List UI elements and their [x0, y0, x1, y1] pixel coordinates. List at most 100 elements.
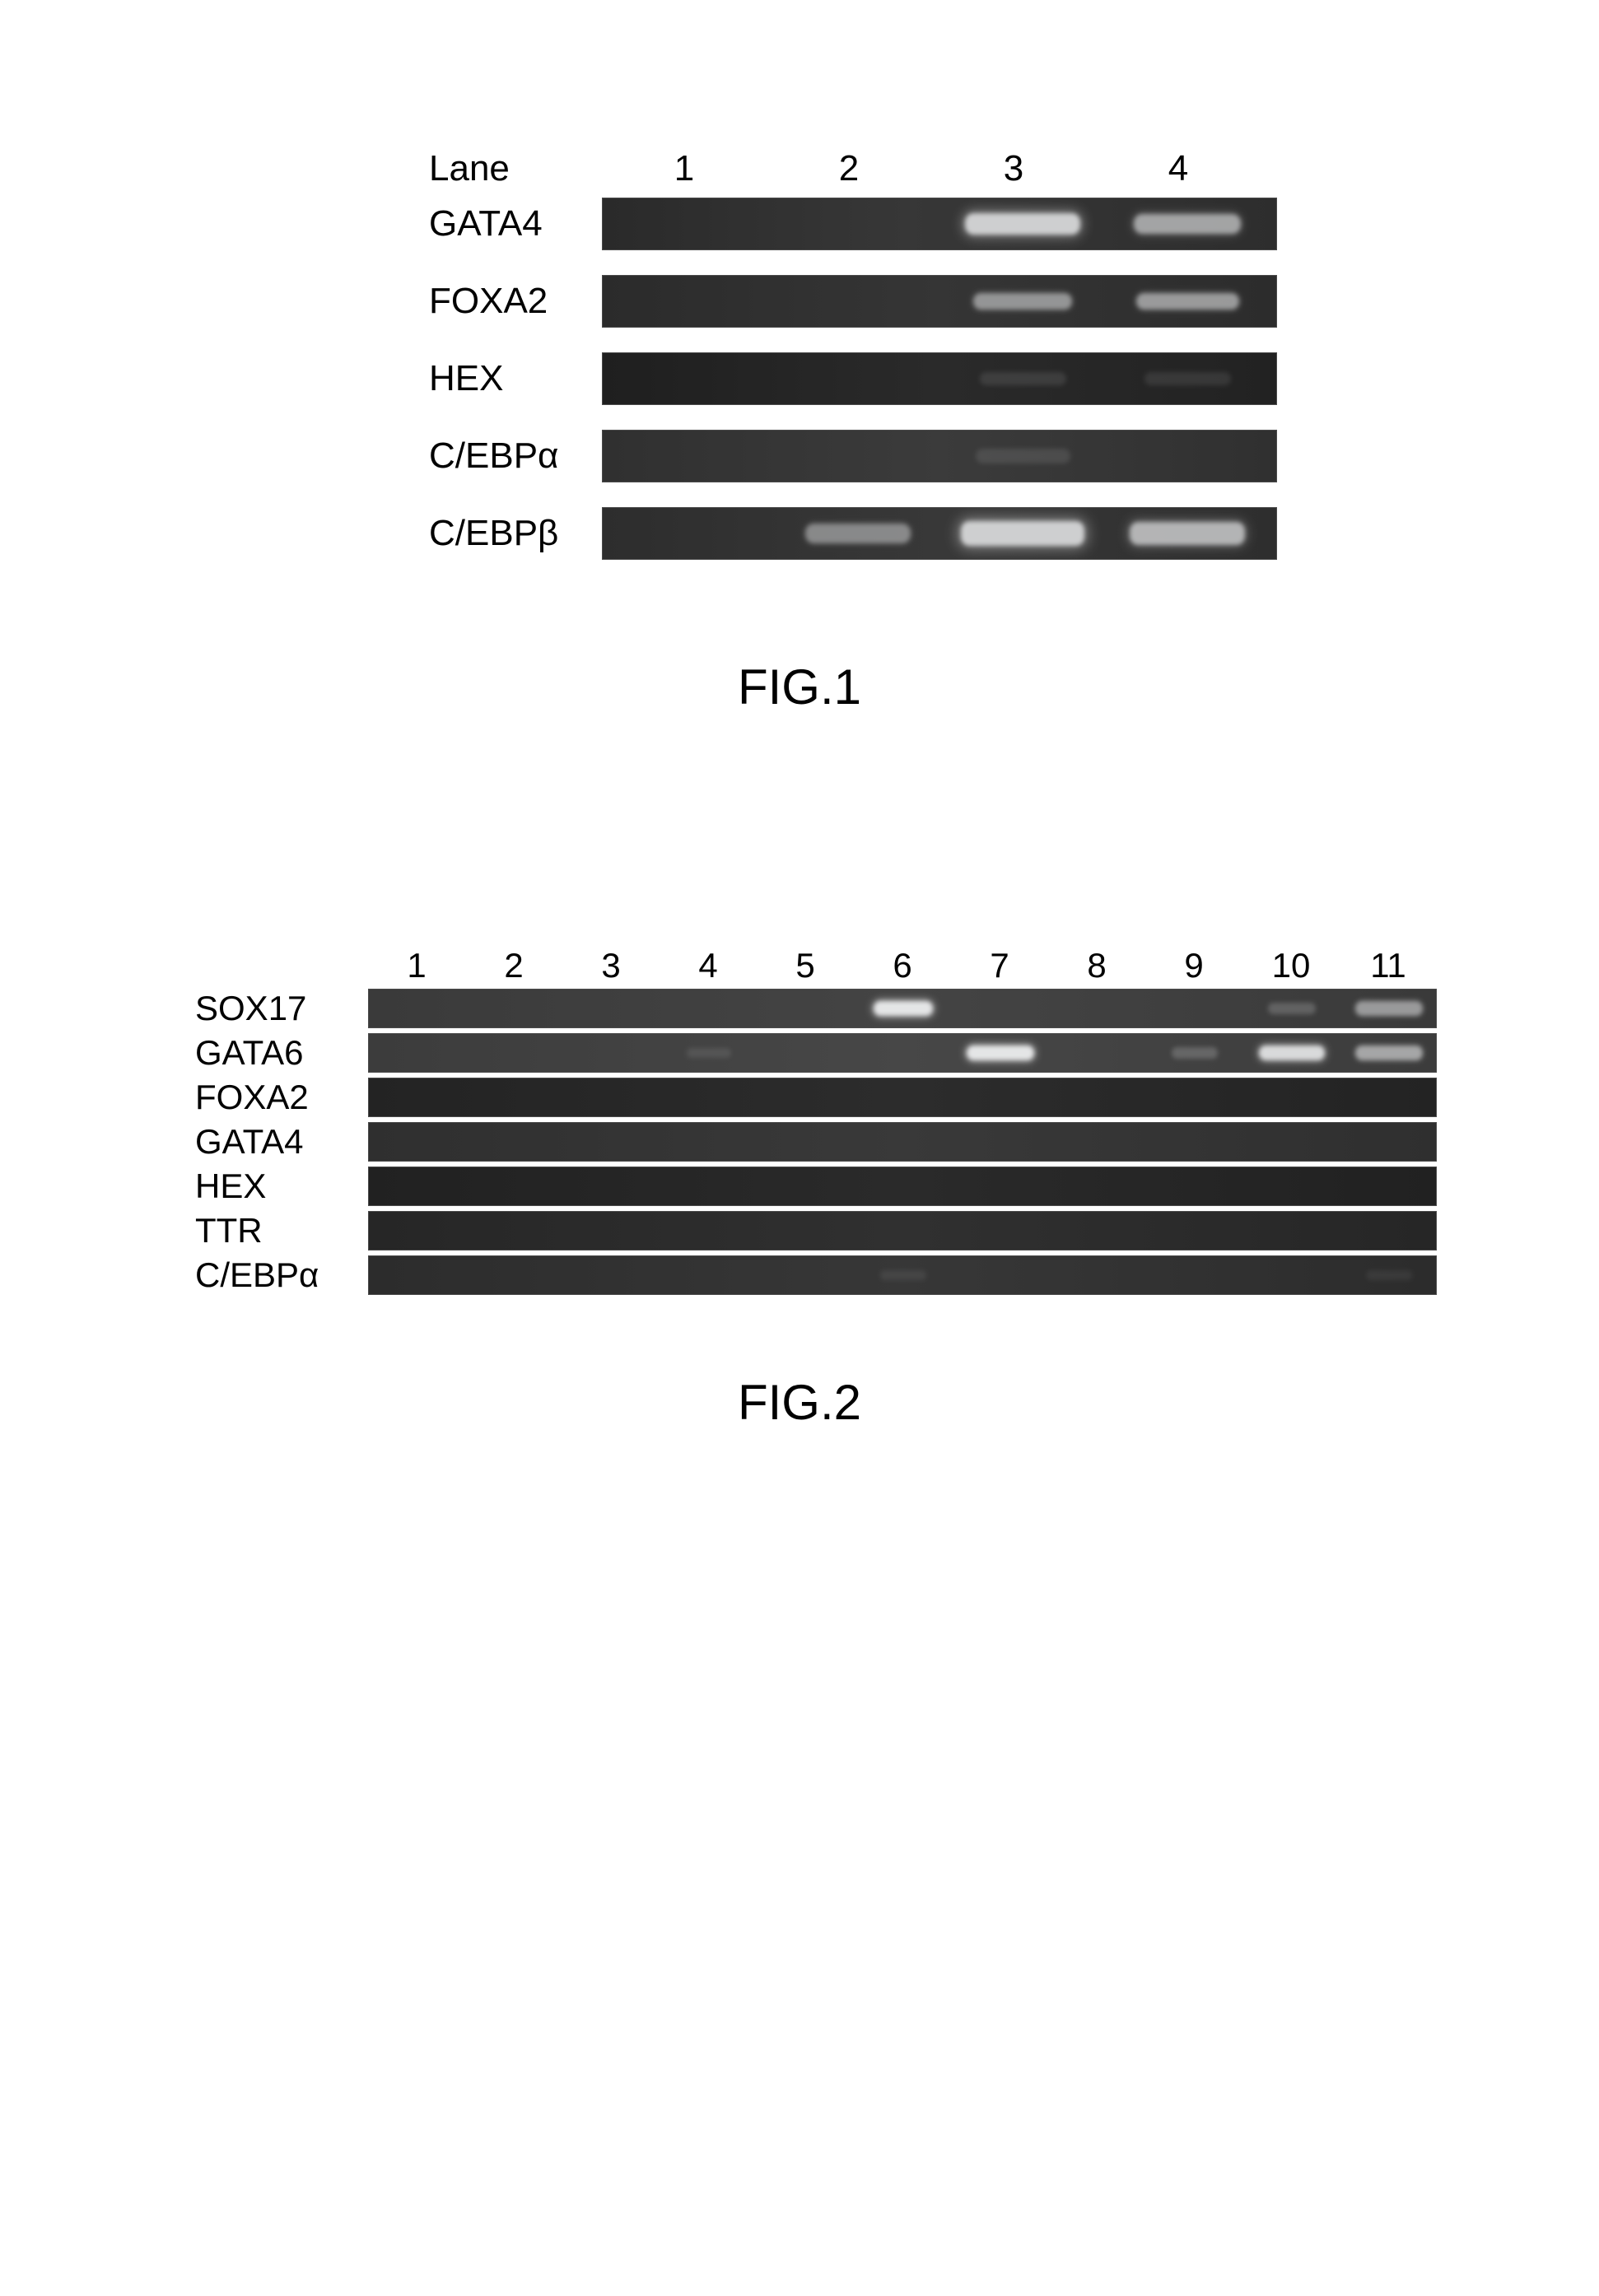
gel-lane — [369, 1256, 466, 1294]
gel-lane — [1243, 990, 1340, 1027]
gel-lane — [776, 198, 940, 249]
gel-lane — [563, 1078, 660, 1116]
gel-lane — [1243, 1167, 1340, 1205]
gene-label: GATA4 — [429, 203, 602, 245]
gene-label: C/EBPβ — [429, 513, 602, 554]
gel-lane — [369, 1212, 466, 1250]
gel-strip — [368, 989, 1437, 1028]
gel-band — [976, 449, 1070, 463]
gel-lane — [776, 431, 940, 482]
gel-strip — [368, 1033, 1437, 1073]
gel-strip — [368, 1167, 1437, 1206]
gel-lane — [758, 1123, 855, 1161]
gel-lane — [1340, 1078, 1437, 1116]
gel-row: SOX17 — [195, 989, 1437, 1028]
gel-row: FOXA2 — [429, 275, 1277, 328]
gel-strip — [368, 1078, 1437, 1117]
gel-band — [967, 1046, 1034, 1060]
gel-band — [1144, 372, 1231, 385]
gel-lane — [855, 1256, 952, 1294]
gel-lane — [952, 990, 1049, 1027]
gel-row: GATA4 — [195, 1122, 1437, 1162]
gel-lane — [466, 1256, 563, 1294]
gel-lane — [660, 1167, 758, 1205]
gene-label: C/EBPα — [195, 1255, 368, 1295]
gel-row: C/EBPβ — [429, 507, 1277, 560]
gel-lane — [466, 1212, 563, 1250]
gel-band — [1134, 214, 1241, 234]
figure-1-lane-numbers: 1234 — [602, 148, 1261, 189]
gel-row: FOXA2 — [195, 1078, 1437, 1117]
gel-band — [687, 1048, 731, 1058]
gel-lane — [1105, 431, 1270, 482]
gel-lane — [563, 990, 660, 1027]
gel-strip — [602, 430, 1277, 482]
gel-lane — [952, 1256, 1049, 1294]
gel-lane — [758, 990, 855, 1027]
gel-row: C/EBPα — [195, 1255, 1437, 1295]
figure-1-lane-header: Lane 1234 — [429, 148, 1277, 189]
figure-2-caption: FIG.2 — [738, 1374, 861, 1431]
figure-2-rows: SOX17GATA6FOXA2GATA4HEXTTRC/EBPα — [195, 989, 1437, 1295]
gel-band — [1172, 1047, 1218, 1059]
gel-lane — [611, 431, 776, 482]
gel-lane — [1340, 1256, 1437, 1294]
gene-label: FOXA2 — [195, 1078, 368, 1117]
gel-strip — [368, 1255, 1437, 1295]
gel-lane — [952, 1034, 1049, 1072]
gel-lane — [855, 1167, 952, 1205]
gel-band — [874, 1001, 933, 1016]
gel-band — [1366, 1270, 1412, 1280]
gel-lane — [1049, 1256, 1146, 1294]
gel-lane — [611, 276, 776, 327]
gel-lane — [855, 1078, 952, 1116]
gel-lane — [563, 1167, 660, 1205]
gel-lane — [1146, 1167, 1243, 1205]
gel-lane — [1146, 1078, 1243, 1116]
gel-lane — [1340, 1212, 1437, 1250]
gel-lane — [1146, 990, 1243, 1027]
gel-band — [973, 293, 1072, 310]
gel-lane — [1243, 1123, 1340, 1161]
gel-lane — [369, 1167, 466, 1205]
gel-band — [961, 521, 1084, 546]
figure-1: Lane 1234 GATA4FOXA2HEXC/EBPαC/EBPβ FIG.… — [0, 148, 1599, 715]
gel-row: GATA6 — [195, 1033, 1437, 1073]
lane-number: 3 — [562, 946, 660, 985]
gene-label: GATA6 — [195, 1033, 368, 1073]
gel-lane — [776, 276, 940, 327]
gel-lane — [1243, 1256, 1340, 1294]
lane-number: 3 — [931, 148, 1096, 189]
gel-lane — [660, 990, 758, 1027]
gel-lane — [369, 990, 466, 1027]
gene-label: C/EBPα — [429, 435, 602, 477]
gel-lane — [1105, 353, 1270, 404]
gel-lane — [1146, 1212, 1243, 1250]
lane-number: 1 — [602, 148, 767, 189]
gel-row: GATA4 — [429, 198, 1277, 250]
lane-number: 2 — [767, 148, 931, 189]
gel-lane — [952, 1167, 1049, 1205]
gel-band — [965, 213, 1080, 235]
lane-label: Lane — [429, 148, 602, 189]
gene-label: FOXA2 — [429, 281, 602, 322]
figure-2-lane-numbers: 1234567891011 — [368, 946, 1437, 985]
gel-lane — [1146, 1256, 1243, 1294]
gel-row: TTR — [195, 1211, 1437, 1250]
gel-lane — [563, 1123, 660, 1161]
lane-number: 5 — [757, 946, 854, 985]
gel-lane — [758, 1034, 855, 1072]
gel-lane — [1243, 1078, 1340, 1116]
gel-band — [1355, 1001, 1423, 1016]
gel-lane — [776, 353, 940, 404]
gel-lane — [1049, 1212, 1146, 1250]
gel-lane — [940, 353, 1105, 404]
gel-lane — [660, 1034, 758, 1072]
lane-number: 7 — [951, 946, 1048, 985]
gel-band — [1259, 1046, 1325, 1060]
gel-lane — [940, 198, 1105, 249]
gel-lane — [758, 1078, 855, 1116]
gel-lane — [1105, 508, 1270, 559]
gel-lane — [1049, 1123, 1146, 1161]
gel-lane — [466, 1167, 563, 1205]
